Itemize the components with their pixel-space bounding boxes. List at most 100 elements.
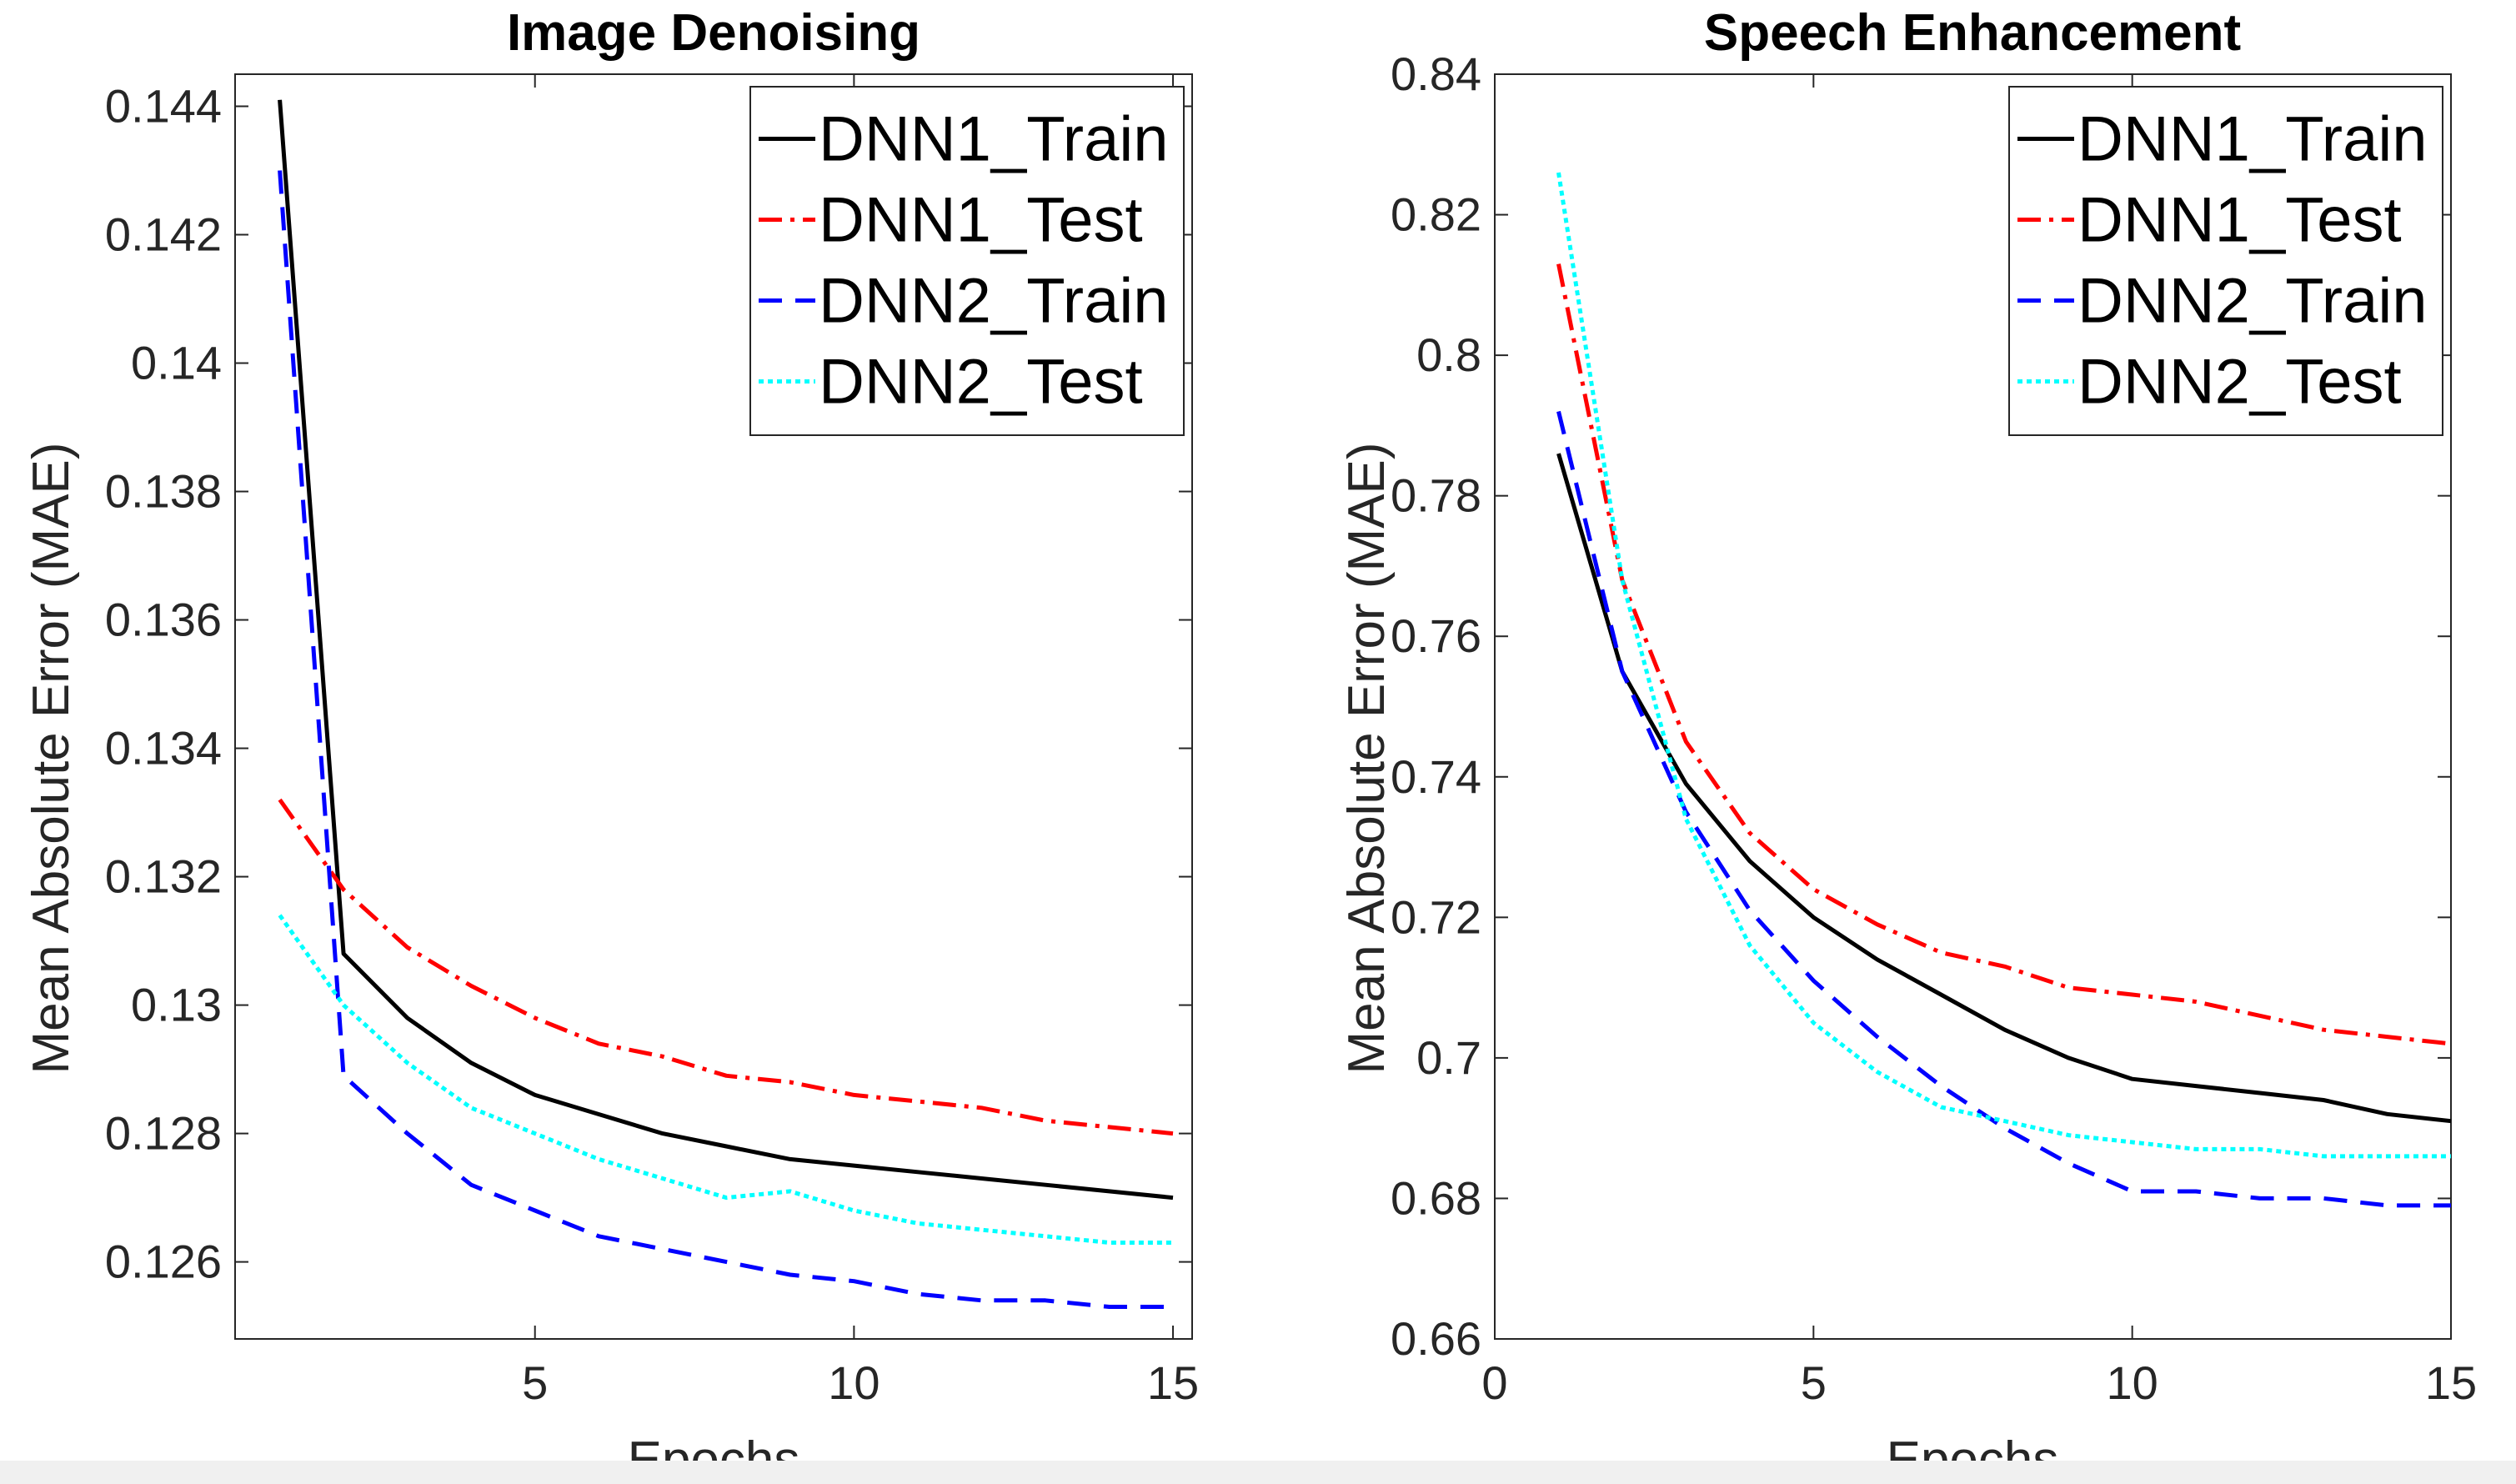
- data-point-DNN2_Test: [724, 1196, 729, 1201]
- data-point-DNN2_Test: [596, 1156, 601, 1161]
- data-point-DNN1_Train: [1875, 957, 1880, 962]
- y-tick-label: 0.74: [1391, 750, 1481, 803]
- data-point-DNN2_Test: [469, 1105, 474, 1110]
- data-point-DNN1_Train: [915, 1170, 920, 1175]
- data-point-DNN2_Train: [1747, 908, 1752, 913]
- data-point-DNN1_Train: [1043, 1182, 1048, 1187]
- bottom-strip: [0, 1461, 2516, 1484]
- data-point-DNN2_Test: [405, 1060, 410, 1065]
- data-point-DNN2_Train: [979, 1298, 984, 1303]
- y-tick-label: 0.68: [1391, 1171, 1481, 1224]
- data-point-DNN2_Train: [2385, 1203, 2390, 1208]
- data-point-DNN2_Train: [851, 1279, 856, 1284]
- data-point-DNN2_Test: [341, 1003, 346, 1008]
- series-line-DNN2_Test: [1556, 172, 2451, 1159]
- data-point-DNN2_Test: [851, 1208, 856, 1213]
- legend-label: DNN2_Test: [819, 347, 1143, 418]
- data-point-DNN1_Train: [2066, 1055, 2071, 1060]
- data-point-DNN2_Test: [1811, 1020, 1816, 1025]
- data-point-DNN2_Train: [596, 1234, 601, 1239]
- legend-label: DNN1_Test: [819, 185, 1143, 256]
- data-point-DNN1_Test: [2448, 1041, 2453, 1046]
- data-point-DNN1_Test: [2321, 1027, 2326, 1032]
- data-point-DNN2_Train: [1938, 1084, 1943, 1089]
- data-point-DNN1_Train: [851, 1163, 856, 1168]
- data-point-DNN1_Test: [660, 1054, 665, 1059]
- series-line-DNN1_Test: [278, 798, 1174, 1136]
- data-point-DNN1_Test: [2066, 985, 2071, 990]
- data-point-DNN2_Train: [2321, 1196, 2326, 1201]
- y-tick-label: 0.76: [1391, 609, 1481, 662]
- series-line-DNN2_Train: [1556, 410, 2451, 1208]
- data-point-DNN1_Test: [2130, 992, 2135, 997]
- y-tick-label: 0.132: [105, 850, 222, 903]
- data-point-DNN1_Test: [1170, 1131, 1175, 1136]
- data-point-DNN1_Train: [2321, 1097, 2326, 1102]
- data-point-DNN1_Test: [278, 797, 283, 802]
- data-point-DNN2_Test: [1043, 1234, 1048, 1239]
- data-point-DNN1_Train: [2448, 1119, 2453, 1124]
- data-point-DNN2_Train: [278, 168, 283, 173]
- data-point-DNN1_Test: [915, 1099, 920, 1104]
- y-tick-label: 0.144: [105, 80, 222, 133]
- x-tick-label: 10: [828, 1356, 880, 1409]
- data-point-DNN1_Train: [533, 1092, 538, 1097]
- data-point-DNN1_Train: [979, 1176, 984, 1181]
- data-point-DNN2_Test: [2448, 1154, 2453, 1159]
- data-point-DNN2_Train: [1811, 978, 1816, 983]
- data-point-DNN1_Train: [788, 1156, 793, 1161]
- data-point-DNN1_Train: [2258, 1090, 2263, 1095]
- data-point-DNN1_Test: [1875, 922, 1880, 927]
- data-point-DNN2_Train: [341, 1073, 346, 1078]
- y-tick-label: 0.78: [1391, 469, 1481, 522]
- data-point-DNN2_Train: [1107, 1304, 1112, 1309]
- chart-title: Image Denoising: [507, 4, 920, 62]
- data-point-DNN1_Test: [724, 1073, 729, 1078]
- data-point-DNN1_Train: [405, 1015, 410, 1020]
- data-point-DNN2_Test: [278, 913, 283, 918]
- y-axis-label: Mean Absolute Error (MAE): [23, 442, 80, 1074]
- data-point-DNN1_Train: [341, 951, 346, 956]
- data-point-DNN2_Train: [469, 1182, 474, 1187]
- data-point-DNN2_Train: [2066, 1161, 2071, 1166]
- data-point-DNN2_Train: [1170, 1304, 1175, 1309]
- y-tick-label: 0.142: [105, 208, 222, 261]
- y-tick-label: 0.13: [131, 979, 222, 1031]
- data-point-DNN2_Test: [979, 1227, 984, 1232]
- x-tick-label: 10: [2107, 1356, 2158, 1409]
- data-point-DNN2_Train: [1875, 1035, 1880, 1040]
- data-point-DNN1_Train: [2130, 1076, 2135, 1081]
- data-point-DNN1_Test: [1747, 830, 1752, 835]
- y-tick-label: 0.128: [105, 1107, 222, 1160]
- y-tick-label: 0.126: [105, 1236, 222, 1288]
- data-point-DNN2_Train: [724, 1260, 729, 1265]
- y-tick-label: 0.138: [105, 465, 222, 518]
- y-tick-label: 0.82: [1391, 188, 1481, 241]
- y-tick-label: 0.66: [1391, 1312, 1481, 1365]
- data-point-DNN1_Test: [1556, 262, 1561, 267]
- data-point-DNN2_Test: [1170, 1240, 1175, 1245]
- data-point-DNN1_Test: [788, 1080, 793, 1085]
- data-point-DNN2_Test: [1556, 170, 1561, 175]
- data-point-DNN1_Train: [2385, 1111, 2390, 1116]
- data-point-DNN1_Train: [660, 1131, 665, 1136]
- series-line-DNN1_Test: [1556, 263, 2452, 1046]
- data-point-DNN1_Test: [533, 1015, 538, 1020]
- chart-1: Image Denoising 0.126 0.128 0.13 0.132 0.134 0…: [23, 4, 1199, 1484]
- legend: DNN1_Train DNN1_Test DNN2_Train DNN2_Test: [2008, 86, 2443, 436]
- data-point-DNN1_Train: [596, 1111, 601, 1116]
- data-point-DNN2_Test: [1938, 1105, 1943, 1110]
- data-point-DNN1_Test: [341, 887, 346, 892]
- x-tick-label: 5: [522, 1356, 548, 1409]
- data-point-DNN2_Test: [2193, 1146, 2198, 1151]
- data-point-DNN1_Test: [2258, 1013, 2263, 1018]
- y-axis-label: Mean Absolute Error (MAE): [1338, 442, 1396, 1074]
- data-point-DNN2_Train: [788, 1272, 793, 1277]
- data-point-DNN2_Train: [2130, 1189, 2135, 1194]
- data-point-DNN1_Test: [2002, 964, 2007, 969]
- data-point-DNN1_Test: [2193, 999, 2198, 1004]
- y-tick-label: 0.14: [131, 337, 222, 389]
- data-point-DNN1_Test: [1683, 739, 1688, 745]
- data-point-DNN2_Train: [2002, 1126, 2007, 1131]
- series-line-DNN2_Test: [278, 914, 1173, 1245]
